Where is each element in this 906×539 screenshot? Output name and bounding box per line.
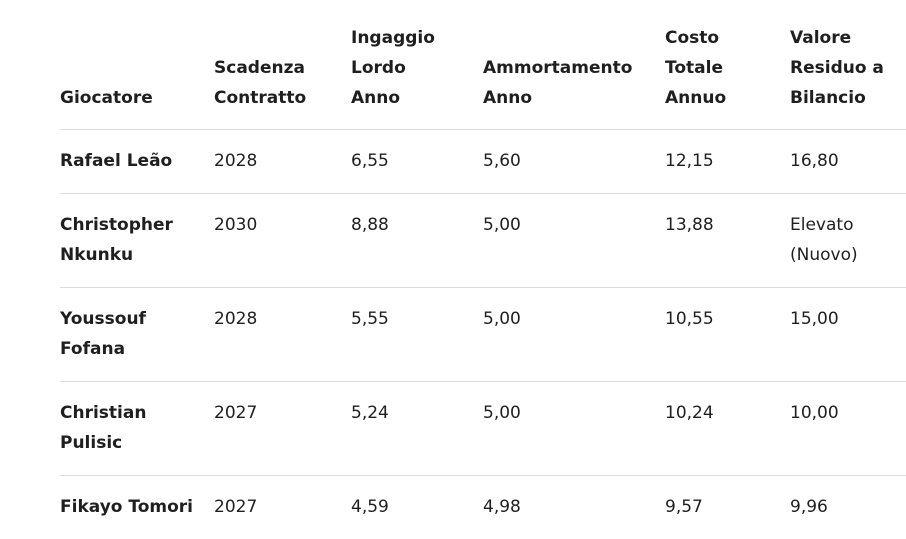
player-name: Fikayo Tomori [60, 476, 214, 539]
cell: 5,24 [351, 382, 483, 476]
cell: 16,80 [790, 130, 906, 194]
cell: 8,88 [351, 194, 483, 288]
header-text: Ammortamento [483, 53, 653, 83]
cell: 5,00 [483, 194, 665, 288]
header-text: Giocatore [60, 83, 202, 113]
header-text: Ingaggio [351, 23, 471, 53]
header-text: Residuo a [790, 53, 894, 83]
cell: 5,55 [351, 288, 483, 382]
header-text: Annuo [665, 83, 778, 113]
cell: 2028 [214, 288, 351, 382]
cell: 9,57 [665, 476, 790, 539]
header-text: Scadenza [214, 53, 339, 83]
cell: 9,96 [790, 476, 906, 539]
header-text: Valore [790, 23, 894, 53]
cell: 2027 [214, 382, 351, 476]
cell: 2027 [214, 476, 351, 539]
cell: 5,60 [483, 130, 665, 194]
cell: 4,98 [483, 476, 665, 539]
header-text: Anno [351, 83, 471, 113]
player-name: Youssouf Fofana [60, 288, 214, 382]
player-name: Rafael Leão [60, 130, 214, 194]
cell: 15,00 [790, 288, 906, 382]
cell: Elevato (Nuovo) [790, 194, 906, 288]
player-name: Christopher Nkunku [60, 194, 214, 288]
header-cell: Giocatore [60, 23, 214, 130]
header-text: Anno [483, 83, 653, 113]
cell: 10,00 [790, 382, 906, 476]
header-text: Bilancio [790, 83, 894, 113]
cell: 2028 [214, 130, 351, 194]
player-name: Christian Pulisic [60, 382, 214, 476]
cell: 5,00 [483, 382, 665, 476]
header-text: Costo [665, 23, 778, 53]
cell: 10,55 [665, 288, 790, 382]
cell: 10,24 [665, 382, 790, 476]
header-text: Totale [665, 53, 778, 83]
cell: 13,88 [665, 194, 790, 288]
cell: 6,55 [351, 130, 483, 194]
cell: 12,15 [665, 130, 790, 194]
cell: 5,00 [483, 288, 665, 382]
cell: 2030 [214, 194, 351, 288]
header-text: Lordo [351, 53, 471, 83]
cell: 4,59 [351, 476, 483, 539]
header-text: Contratto [214, 83, 339, 113]
